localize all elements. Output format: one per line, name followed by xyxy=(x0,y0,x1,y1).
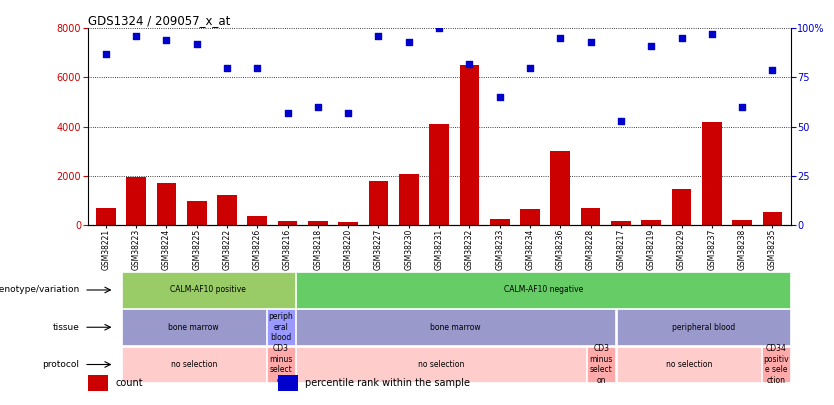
Point xyxy=(524,64,537,71)
Text: no selection: no selection xyxy=(418,360,465,369)
Point xyxy=(584,39,597,45)
Text: tissue: tissue xyxy=(53,323,79,332)
Bar xyxy=(157,183,176,225)
Text: protocol: protocol xyxy=(43,360,79,369)
Point xyxy=(645,43,658,49)
Bar xyxy=(369,181,389,225)
Bar xyxy=(296,347,586,382)
Point xyxy=(250,64,264,71)
Bar xyxy=(278,221,298,225)
Text: periph
eral
blood: periph eral blood xyxy=(269,312,294,342)
Point xyxy=(706,31,719,38)
Point xyxy=(675,35,688,41)
Point xyxy=(159,37,173,43)
Bar xyxy=(490,219,510,225)
Text: peripheral blood: peripheral blood xyxy=(671,323,735,332)
Bar xyxy=(671,189,691,225)
Text: CALM-AF10 positive: CALM-AF10 positive xyxy=(170,286,246,294)
Bar xyxy=(611,221,631,225)
Bar xyxy=(430,124,449,225)
Text: no selection: no selection xyxy=(666,360,712,369)
Point xyxy=(736,104,749,110)
Point xyxy=(372,33,385,39)
Bar xyxy=(122,272,295,308)
Point xyxy=(554,35,567,41)
Text: CALM-AF10 negative: CALM-AF10 negative xyxy=(504,286,583,294)
Point xyxy=(341,110,354,116)
Bar xyxy=(278,375,298,391)
Bar xyxy=(641,220,661,225)
Text: GDS1324 / 209057_x_at: GDS1324 / 209057_x_at xyxy=(88,14,230,27)
Point xyxy=(129,33,143,39)
Text: percentile rank within the sample: percentile rank within the sample xyxy=(305,378,470,388)
Text: genotype/variation: genotype/variation xyxy=(0,286,79,294)
Bar xyxy=(520,209,540,225)
Bar xyxy=(550,151,570,225)
Point xyxy=(281,110,294,116)
Point xyxy=(220,64,234,71)
Text: count: count xyxy=(115,378,143,388)
Point xyxy=(615,117,628,124)
Bar xyxy=(762,347,790,382)
Point xyxy=(190,41,203,47)
Bar xyxy=(248,216,267,225)
Bar xyxy=(88,375,108,391)
Bar xyxy=(339,222,358,225)
Point xyxy=(99,51,113,57)
Bar xyxy=(187,201,207,225)
Point xyxy=(463,60,476,67)
Bar xyxy=(217,195,237,225)
Bar xyxy=(762,213,782,225)
Bar xyxy=(587,347,615,382)
Bar xyxy=(616,347,761,382)
Bar xyxy=(296,309,615,345)
Bar xyxy=(296,272,790,308)
Text: CD3
minus
select
on: CD3 minus select on xyxy=(269,344,293,385)
Bar xyxy=(732,220,752,225)
Text: no selection: no selection xyxy=(170,360,217,369)
Bar xyxy=(580,208,600,225)
Point xyxy=(402,39,415,45)
Point xyxy=(766,66,779,73)
Bar xyxy=(616,309,790,345)
Text: CD34
positiv
e sele
ction: CD34 positiv e sele ction xyxy=(763,344,789,385)
Bar xyxy=(308,221,328,225)
Bar xyxy=(399,175,419,225)
Text: CD3
minus
select
on: CD3 minus select on xyxy=(590,344,613,385)
Bar xyxy=(126,177,146,225)
Point xyxy=(311,104,324,110)
Point xyxy=(493,94,506,100)
Bar xyxy=(96,208,116,225)
Point xyxy=(432,25,445,32)
Bar xyxy=(702,122,721,225)
Text: bone marrow: bone marrow xyxy=(168,323,219,332)
Bar xyxy=(267,309,295,345)
Bar xyxy=(460,65,480,225)
Bar xyxy=(122,309,266,345)
Text: bone marrow: bone marrow xyxy=(430,323,481,332)
Bar xyxy=(122,347,266,382)
Bar xyxy=(267,347,295,382)
